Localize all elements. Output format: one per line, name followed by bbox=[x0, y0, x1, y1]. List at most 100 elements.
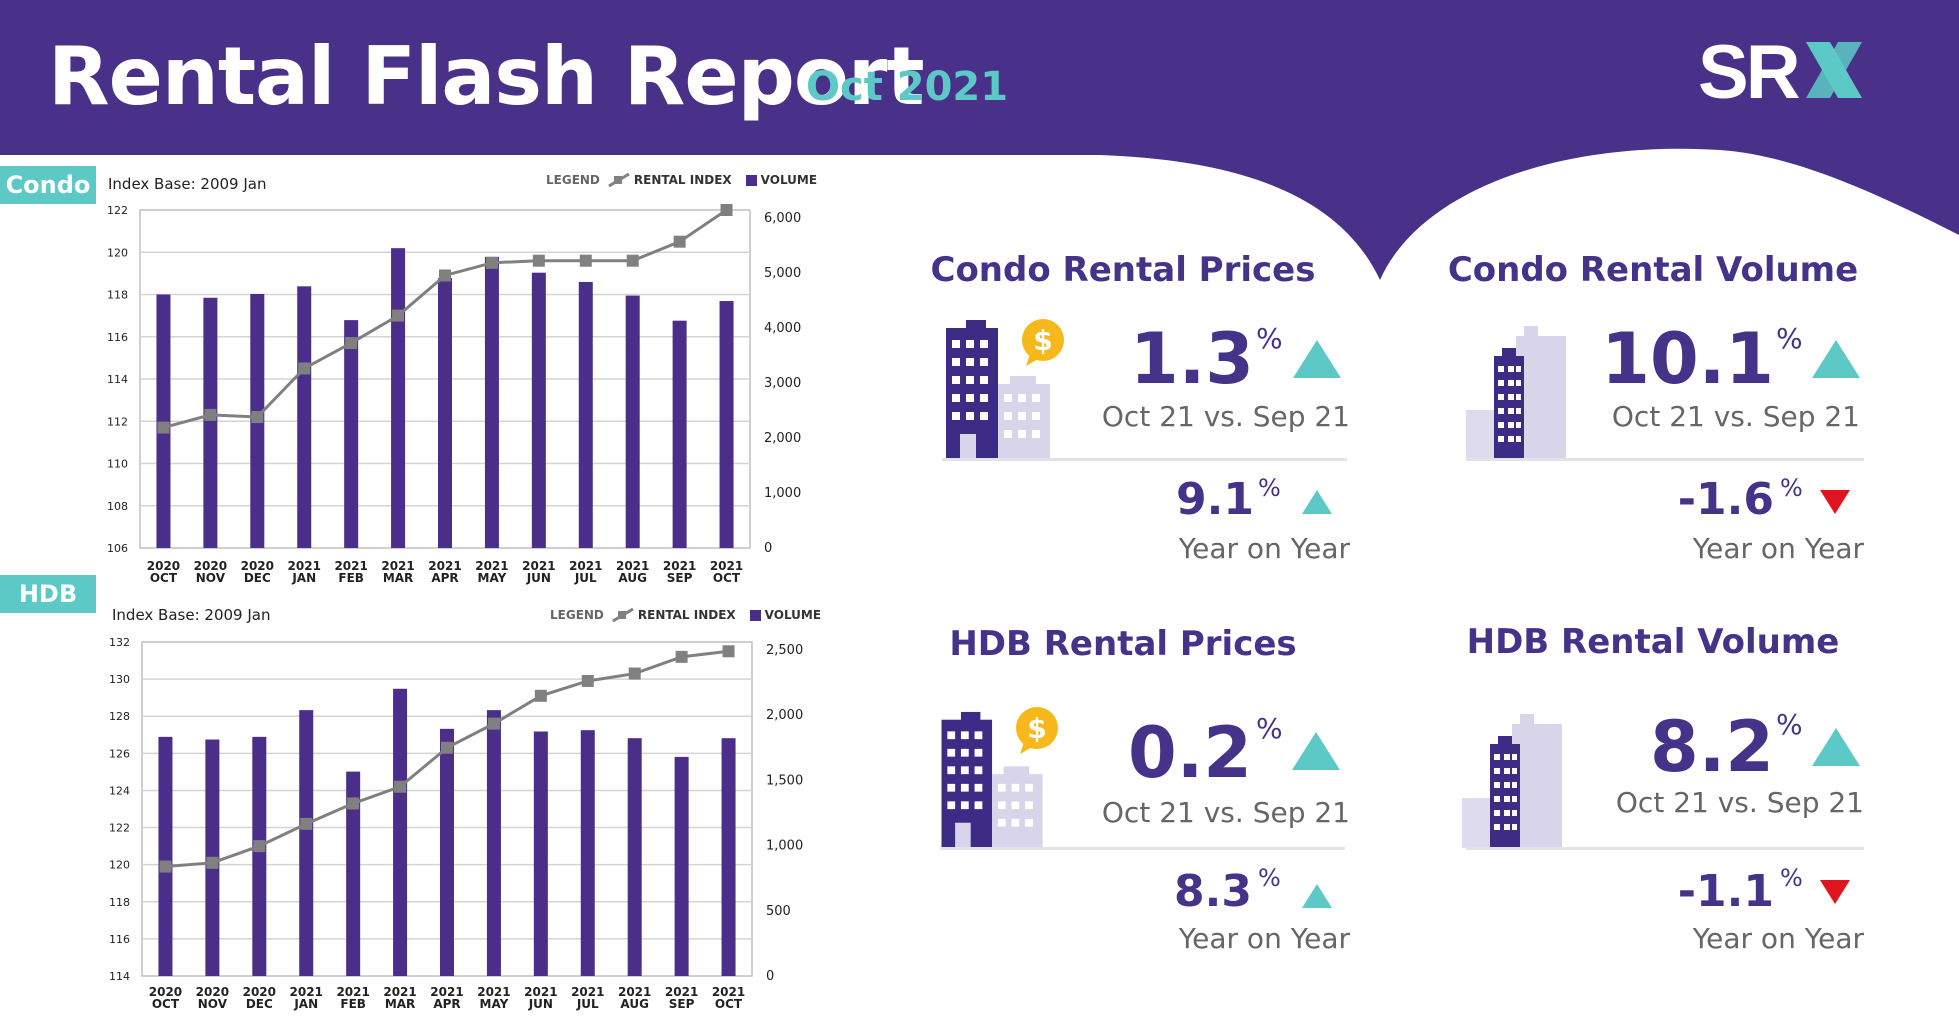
hdb-volume-yoy-label: Year on Year bbox=[1692, 922, 1864, 955]
category-year-label: 2021 bbox=[288, 559, 321, 573]
category-month-label: FEB bbox=[338, 571, 364, 585]
category-month-label: OCT bbox=[150, 571, 178, 585]
left-tick-label: 122 bbox=[109, 822, 130, 835]
volume-bar bbox=[625, 295, 640, 548]
volume-bar bbox=[346, 771, 361, 976]
category-month-label: AUG bbox=[618, 571, 647, 585]
category-year-label: 2020 bbox=[196, 985, 229, 999]
category-month-label: JUL bbox=[574, 571, 597, 585]
legend-volume-swatch bbox=[745, 174, 757, 186]
condo-prices-divider bbox=[942, 458, 1347, 461]
volume-bar bbox=[627, 738, 642, 976]
volume-bar bbox=[440, 728, 454, 976]
condo-chart: 122 120 118 116 114 112 110 108 106 6,000 5,000 4,0… bbox=[107, 204, 801, 585]
left-tick-label: 112 bbox=[107, 415, 128, 428]
legend-index-swatch bbox=[608, 172, 630, 188]
volume-bar bbox=[344, 320, 359, 548]
right-tick-label: 1,500 bbox=[766, 773, 803, 788]
hdb-volume-buildings-icon bbox=[1462, 714, 1562, 848]
legend-index-label: RENTAL INDEX bbox=[637, 608, 736, 622]
volume-bar bbox=[252, 736, 267, 976]
right-tick-label: 5,000 bbox=[764, 266, 801, 281]
hdb-prices-up-arrow-icon bbox=[1292, 732, 1340, 770]
left-tick-label: 122 bbox=[107, 204, 128, 217]
hdb-prices-mom-label: Oct 21 vs. Sep 21 bbox=[1101, 796, 1350, 829]
condo-prices-title: Condo Rental Prices bbox=[930, 250, 1316, 290]
left-tick-label: 128 bbox=[109, 710, 130, 723]
condo-volume-yoy-down-arrow-icon bbox=[1820, 490, 1850, 514]
hdb-prices-divider bbox=[940, 847, 1345, 850]
rental-index-point bbox=[626, 254, 639, 267]
dollar-coin-icon: $ bbox=[1022, 319, 1064, 366]
condo-volume-mom-label: Oct 21 vs. Sep 21 bbox=[1611, 400, 1860, 433]
condo-prices-mom-value: 1.3 bbox=[1129, 318, 1254, 400]
legend-volume-label: VOLUME bbox=[764, 608, 822, 622]
hdb-prices-mom-value: 0.2 bbox=[1127, 712, 1252, 794]
condo-prices-up-arrow-icon bbox=[1293, 340, 1341, 378]
category-month-label: MAR bbox=[385, 997, 415, 1011]
right-tick-label: 2,000 bbox=[766, 708, 803, 723]
category-year-label: 2021 bbox=[618, 985, 651, 999]
category-month-label: APR bbox=[433, 997, 460, 1011]
category-month-label: MAR bbox=[383, 571, 413, 585]
right-tick-label: 1,000 bbox=[766, 839, 803, 854]
volume-bar bbox=[719, 301, 734, 548]
right-tick-label: 0 bbox=[766, 969, 774, 984]
category-year-label: 2021 bbox=[712, 985, 745, 999]
legend-label: LEGEND bbox=[550, 608, 604, 622]
condo-volume-mom-value: 10.1 bbox=[1601, 318, 1774, 400]
category-year-label: 2021 bbox=[663, 559, 696, 573]
category-month-label: OCT bbox=[152, 997, 180, 1011]
hdb-prices-yoy-label: Year on Year bbox=[1178, 922, 1350, 955]
category-year-label: 2021 bbox=[616, 559, 649, 573]
category-month-label: MAY bbox=[478, 571, 507, 585]
rental-index-point bbox=[206, 856, 219, 869]
category-year-label: 2021 bbox=[336, 985, 369, 999]
rental-index-point bbox=[300, 817, 313, 830]
condo-volume-up-arrow-icon bbox=[1812, 340, 1860, 378]
right-tick-label: 2,000 bbox=[764, 431, 801, 446]
volume-bar bbox=[486, 710, 501, 976]
category-year-label: 2021 bbox=[430, 985, 463, 999]
hdb-volume-mom-label: Oct 21 vs. Sep 21 bbox=[1615, 786, 1864, 819]
legend-index-label: RENTAL INDEX bbox=[633, 173, 732, 187]
hdb-volume-title: HDB Rental Volume bbox=[1466, 622, 1840, 662]
left-tick-label: 118 bbox=[109, 896, 130, 909]
volume-bar bbox=[391, 248, 406, 548]
rental-index-point bbox=[345, 337, 358, 350]
hdb-building-icon bbox=[941, 711, 1043, 848]
hdb-volume-mom-pct: % bbox=[1776, 708, 1803, 741]
volume-bar bbox=[721, 738, 736, 976]
category-year-label: 2020 bbox=[243, 985, 276, 999]
rental-index-point bbox=[534, 689, 547, 702]
category-year-label: 2021 bbox=[475, 559, 508, 573]
rental-index-point bbox=[485, 256, 498, 269]
rental-index-point bbox=[394, 780, 407, 793]
hdb-volume-yoy-pct: % bbox=[1780, 864, 1803, 892]
rental-index-point bbox=[673, 235, 686, 248]
volume-bar bbox=[674, 756, 689, 976]
condo-prices-yoy-label: Year on Year bbox=[1178, 532, 1350, 565]
rental-index-point bbox=[204, 408, 217, 421]
category-year-label: 2021 bbox=[710, 559, 743, 573]
hdb-section-tag: HDB bbox=[0, 575, 96, 613]
volume-bar bbox=[393, 688, 408, 976]
right-tick-label: 500 bbox=[766, 904, 791, 919]
left-tick-label: 124 bbox=[109, 784, 130, 797]
category-month-label: APR bbox=[431, 571, 458, 585]
hdb-volume-mom-value: 8.2 bbox=[1649, 706, 1774, 788]
volume-bar bbox=[580, 730, 595, 976]
legend-volume-swatch bbox=[749, 609, 761, 621]
condo-building-icon bbox=[946, 320, 1050, 460]
category-month-label: JUN bbox=[526, 571, 551, 585]
srx-logo: SR bbox=[1698, 30, 1862, 112]
rental-index-point bbox=[347, 797, 360, 810]
left-tick-label: 114 bbox=[109, 970, 130, 983]
hdb-chart: 132 130 128 126 124 122 120 118 116 114 2,500 2,000… bbox=[109, 636, 803, 1011]
left-tick-label: 120 bbox=[107, 246, 128, 259]
left-tick-label: 132 bbox=[109, 636, 130, 649]
svg-text:SR: SR bbox=[1698, 30, 1800, 112]
category-month-label: AUG bbox=[620, 997, 649, 1011]
rental-index-point bbox=[251, 411, 264, 424]
